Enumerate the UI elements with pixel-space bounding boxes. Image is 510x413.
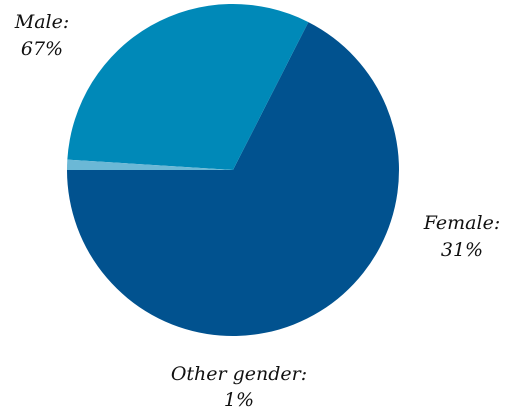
slice-value-other-gender: 1% [224, 389, 254, 411]
slice-label-female: Female: [423, 212, 500, 234]
slice-label-male: Male: [14, 11, 70, 33]
pie-slice-male [67, 22, 399, 336]
pie-slices [67, 3, 399, 336]
pie-labels: Male: 67% Female: 31% Other gender: 1% [14, 11, 500, 411]
pie-slice-other-gender [67, 159, 233, 170]
slice-value-male: 67% [21, 38, 63, 60]
slice-label-other-gender: Other gender: [171, 363, 307, 385]
slice-value-female: 31% [441, 239, 483, 261]
pie-slice-female [67, 3, 309, 171]
